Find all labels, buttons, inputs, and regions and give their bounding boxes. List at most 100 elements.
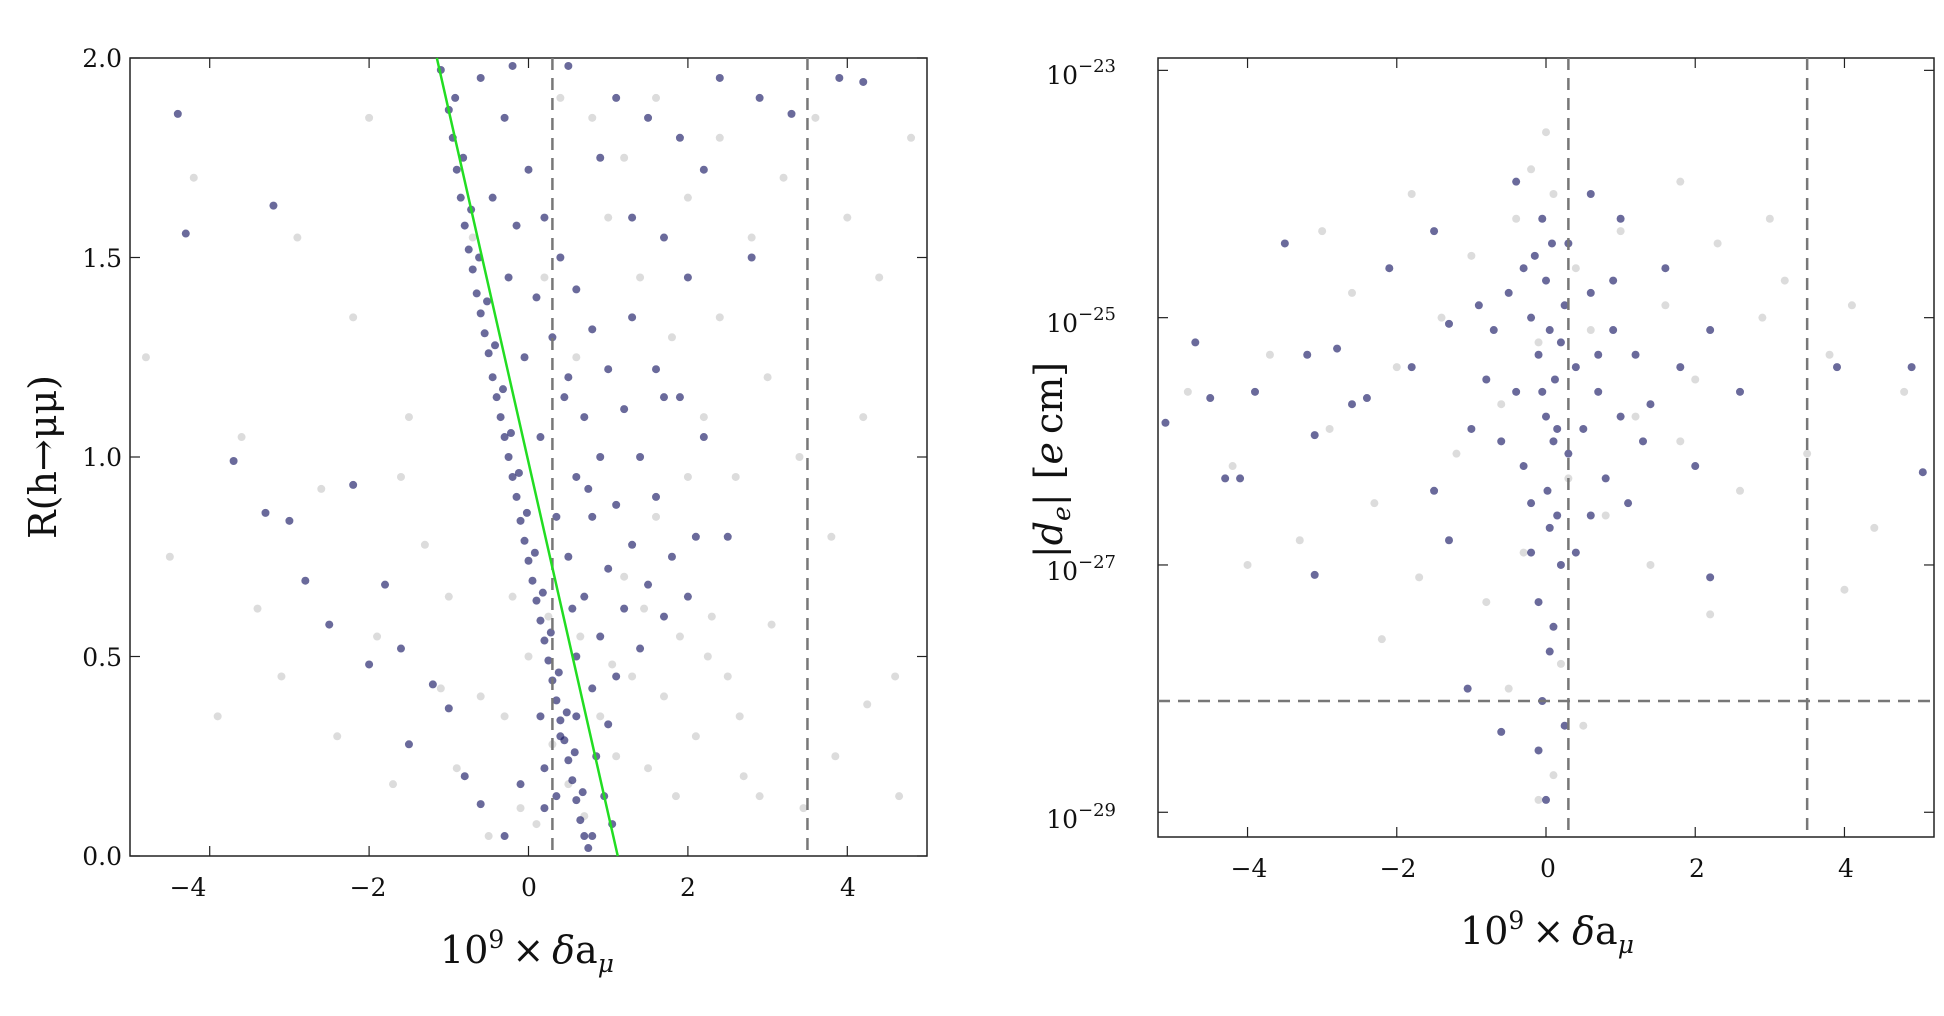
data-point bbox=[1661, 301, 1670, 310]
data-point bbox=[763, 373, 772, 382]
data-point bbox=[520, 353, 529, 362]
data-point bbox=[1482, 598, 1491, 607]
data-point bbox=[1918, 468, 1927, 477]
data-point bbox=[181, 229, 190, 238]
data-point bbox=[420, 540, 429, 549]
data-point bbox=[365, 113, 374, 122]
data-point bbox=[552, 696, 561, 705]
data-point bbox=[165, 552, 174, 561]
data-point bbox=[739, 772, 748, 781]
data-point bbox=[1407, 190, 1416, 199]
data-point bbox=[1463, 684, 1472, 693]
data-point bbox=[404, 740, 413, 749]
data-point bbox=[891, 672, 900, 681]
data-point bbox=[1538, 387, 1547, 396]
data-point bbox=[325, 620, 334, 629]
data-point bbox=[747, 253, 756, 262]
data-point bbox=[1847, 301, 1856, 310]
data-point bbox=[484, 832, 493, 841]
data-point bbox=[1467, 251, 1476, 260]
data-point bbox=[1318, 227, 1327, 236]
data-point bbox=[514, 468, 523, 477]
data-point bbox=[560, 393, 569, 402]
data-point bbox=[365, 660, 374, 669]
data-point bbox=[1616, 412, 1625, 421]
data-point bbox=[604, 213, 613, 222]
right-background-points bbox=[1183, 128, 1909, 804]
data-point bbox=[628, 313, 637, 322]
data-point bbox=[875, 273, 884, 282]
data-point bbox=[1803, 449, 1812, 458]
data-point bbox=[1482, 375, 1491, 384]
data-point bbox=[444, 592, 453, 601]
data-point bbox=[1377, 635, 1386, 644]
data-point bbox=[608, 660, 617, 669]
data-point bbox=[488, 193, 497, 202]
data-point bbox=[863, 700, 872, 709]
data-point bbox=[568, 776, 577, 785]
data-point bbox=[628, 540, 637, 549]
left-x-tick-label: −2 bbox=[350, 873, 387, 902]
data-point bbox=[373, 632, 382, 641]
data-point bbox=[1550, 375, 1559, 384]
data-point bbox=[460, 772, 469, 781]
data-point bbox=[293, 233, 302, 242]
data-point bbox=[544, 656, 553, 665]
data-point bbox=[317, 484, 326, 493]
right-reference-lines bbox=[1158, 58, 1934, 837]
data-point bbox=[1676, 437, 1685, 446]
data-point bbox=[588, 325, 597, 334]
left-y-tick-label: 0.5 bbox=[82, 643, 122, 672]
data-point bbox=[1236, 474, 1245, 483]
data-point bbox=[237, 433, 246, 442]
data-point bbox=[612, 93, 621, 102]
data-point bbox=[596, 153, 605, 162]
data-point bbox=[538, 588, 547, 597]
data-point bbox=[428, 680, 437, 689]
left-panel: 2.0 1.5 1.0 0.5 0.0 −4 −2 0 2 4 109 × δaμ … bbox=[21, 44, 928, 978]
data-point bbox=[580, 592, 589, 601]
data-point bbox=[1534, 795, 1543, 804]
data-point bbox=[492, 393, 501, 402]
left-x-tick-label: 2 bbox=[680, 873, 696, 902]
data-point bbox=[540, 804, 549, 813]
data-point bbox=[1616, 227, 1625, 236]
data-point bbox=[1713, 239, 1722, 248]
data-point bbox=[895, 792, 904, 801]
data-point bbox=[1251, 387, 1259, 396]
data-point bbox=[787, 109, 796, 118]
data-point bbox=[1452, 449, 1461, 458]
data-point bbox=[173, 109, 182, 118]
data-point bbox=[512, 221, 521, 230]
right-x-tick-label: −4 bbox=[1231, 854, 1268, 883]
data-point bbox=[1601, 511, 1610, 520]
data-point bbox=[1512, 177, 1521, 186]
left-reference-lines bbox=[551, 58, 809, 856]
data-point bbox=[572, 353, 581, 362]
data-point bbox=[1706, 326, 1715, 335]
data-point bbox=[644, 764, 653, 773]
data-point bbox=[1519, 264, 1528, 273]
right-ticks bbox=[1158, 58, 1934, 837]
data-point bbox=[568, 604, 577, 613]
data-point bbox=[1586, 190, 1595, 199]
data-point bbox=[779, 173, 788, 182]
data-point bbox=[530, 548, 539, 557]
data-point bbox=[1616, 214, 1625, 223]
data-point bbox=[683, 193, 692, 202]
data-point bbox=[715, 313, 724, 322]
data-point bbox=[1504, 684, 1513, 693]
data-point bbox=[548, 333, 557, 342]
data-point bbox=[1571, 548, 1580, 557]
data-point bbox=[1624, 499, 1633, 508]
data-point bbox=[1542, 412, 1550, 421]
data-point bbox=[604, 564, 613, 573]
data-point bbox=[1736, 387, 1744, 396]
data-point bbox=[476, 309, 485, 318]
data-point bbox=[1579, 424, 1588, 433]
data-point bbox=[444, 704, 453, 713]
data-point bbox=[516, 516, 525, 525]
data-point bbox=[691, 532, 700, 541]
data-point bbox=[580, 413, 589, 422]
data-point bbox=[1430, 227, 1439, 236]
